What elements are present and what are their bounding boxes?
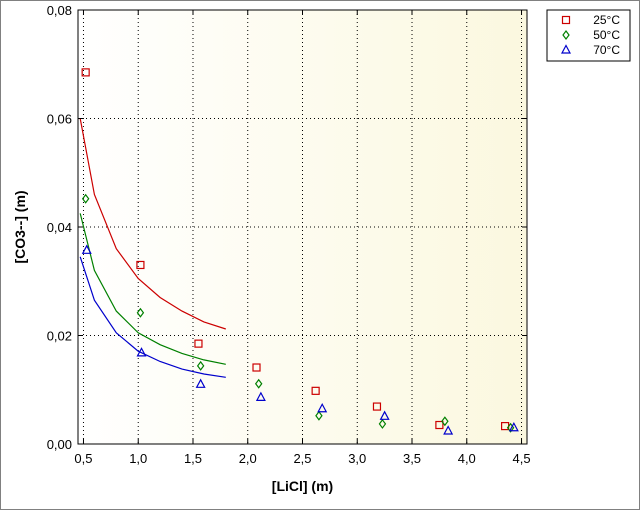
data-point-triangle (255, 391, 266, 401)
data-point-triangle (379, 410, 390, 420)
legend-label: 25°C (593, 13, 620, 27)
legend-box (546, 9, 631, 62)
x-tick-label: 4,0 (458, 451, 476, 466)
data-point-triangle (508, 421, 519, 432)
y-tick-label: 0,00 (47, 437, 72, 452)
legend-marker-diamond (562, 30, 570, 40)
data-point-square (136, 260, 145, 270)
x-tick-label: 1,0 (129, 451, 147, 466)
data-points (81, 68, 519, 435)
data-point-square (372, 402, 382, 411)
x-tick-label: 4,5 (512, 451, 530, 466)
x-tick-label: 2,0 (239, 451, 257, 466)
data-point-diamond (441, 416, 449, 427)
data-point-square (194, 339, 203, 348)
y-axis-label: [CO3--] (m) (12, 190, 28, 263)
x-tick-label: 2,5 (293, 451, 311, 466)
fit-curve-triangle (79, 256, 226, 378)
data-point-square (311, 386, 320, 395)
data-point-diamond (315, 410, 323, 421)
data-point-triangle (195, 378, 206, 388)
y-tick-label: 0,08 (47, 3, 72, 18)
legend-marker-triangle (561, 44, 571, 54)
data-point-square (81, 68, 90, 77)
fit-curve-diamond (79, 213, 226, 365)
data-point-triangle (81, 244, 92, 254)
x-axis-label: [LiCl] (m) (272, 478, 333, 494)
x-tick-label: 3,5 (403, 451, 421, 466)
legend-marker-square (561, 15, 571, 25)
axis-ticks: 0,5 1,0 1,5 2,0 2,5 3,0 3,5 4,0 4,5 0,00 0,02 0,04 0… (47, 3, 531, 466)
y-tick-label: 0,02 (47, 329, 72, 344)
data-point-diamond (378, 418, 387, 429)
legend: 25°C50°C70°C (546, 9, 631, 62)
x-tick-label: 3,0 (348, 451, 366, 466)
data-point-diamond (136, 307, 145, 318)
legend-label: 70°C (593, 43, 620, 57)
fit-curve-square (79, 118, 226, 330)
data-point-square (435, 420, 444, 430)
y-tick-label: 0,04 (47, 220, 72, 235)
x-tick-label: 0,5 (74, 451, 92, 466)
data-point-triangle (443, 425, 454, 435)
data-point-triangle (317, 402, 328, 413)
legend-label: 50°C (593, 28, 620, 42)
data-point-diamond (81, 193, 90, 204)
data-point-triangle (136, 347, 147, 357)
fit-curves (79, 118, 226, 378)
y-tick-label: 0,06 (47, 112, 72, 127)
x-tick-label: 1,5 (184, 451, 202, 466)
data-point-diamond (196, 360, 205, 371)
data-point-diamond (254, 378, 263, 389)
data-point-square (252, 363, 261, 372)
